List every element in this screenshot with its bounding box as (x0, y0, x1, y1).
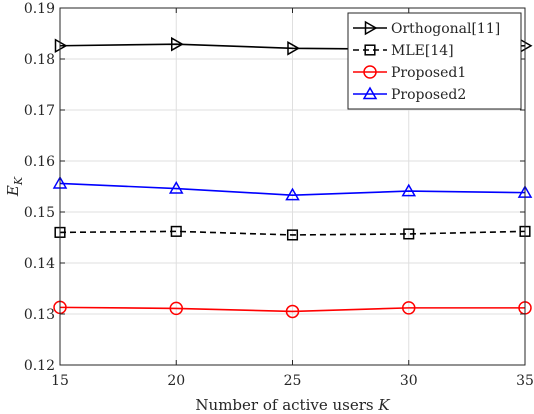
data-point (402, 301, 416, 315)
legend-label: Proposed1 (391, 65, 466, 81)
series-3 (52, 175, 533, 201)
legend: Orthogonal[11] MLE[14] Proposed1 Proposed2 (347, 12, 522, 110)
data-point (285, 304, 300, 319)
axes-box (59, 7, 526, 366)
data-point (401, 183, 417, 197)
legend-label: Proposed2 (391, 87, 466, 103)
y-tick-label: 0.17 (24, 103, 55, 119)
y-tick-label: 0.18 (24, 52, 55, 68)
axes (59, 7, 526, 366)
x-tick-label: 20 (167, 373, 185, 389)
y-tick-label: 0.14 (24, 256, 55, 272)
x-tick-label: 15 (51, 373, 69, 389)
x-tick-label: 35 (516, 373, 534, 389)
legend-label: MLE[14] (391, 43, 454, 59)
x-axis-label: Number of active users K (195, 396, 390, 414)
x-tick-label: 25 (284, 373, 302, 389)
data-point (54, 38, 68, 54)
y-tick-label: 0.19 (24, 1, 55, 17)
data-point (169, 301, 183, 316)
legend-label: Orthogonal[11] (391, 21, 500, 37)
tick-labels: 15 20 25 30 35 0.12 0.13 0.14 0.15 0.16 0.17 0.18 0.… (24, 1, 534, 389)
data-point (285, 187, 300, 201)
series-line (59, 306, 525, 313)
y-tick-label: 0.12 (24, 358, 55, 374)
y-axis-symbol: E (4, 185, 22, 197)
data-point (287, 40, 301, 56)
legend-marker (364, 20, 378, 36)
y-axis-label: EK (4, 176, 25, 197)
y-tick-label: 0.13 (24, 307, 55, 323)
data-point (403, 228, 415, 240)
series-group (52, 36, 533, 319)
y-axis-subscript: K (12, 176, 25, 186)
data-point (171, 36, 184, 52)
data-point (286, 229, 299, 241)
legend-marker (364, 44, 376, 56)
legend-marker (362, 86, 378, 100)
legend-box (347, 12, 522, 110)
series-line (59, 230, 526, 236)
y-tick-label: 0.15 (24, 205, 55, 221)
y-tick-label: 0.16 (24, 154, 55, 170)
x-tick-label: 30 (400, 373, 418, 389)
x-axis-variable: K (377, 396, 390, 414)
data-point (168, 181, 184, 194)
series-line (59, 182, 526, 196)
legend-marker (363, 65, 377, 79)
data-point (170, 225, 182, 237)
